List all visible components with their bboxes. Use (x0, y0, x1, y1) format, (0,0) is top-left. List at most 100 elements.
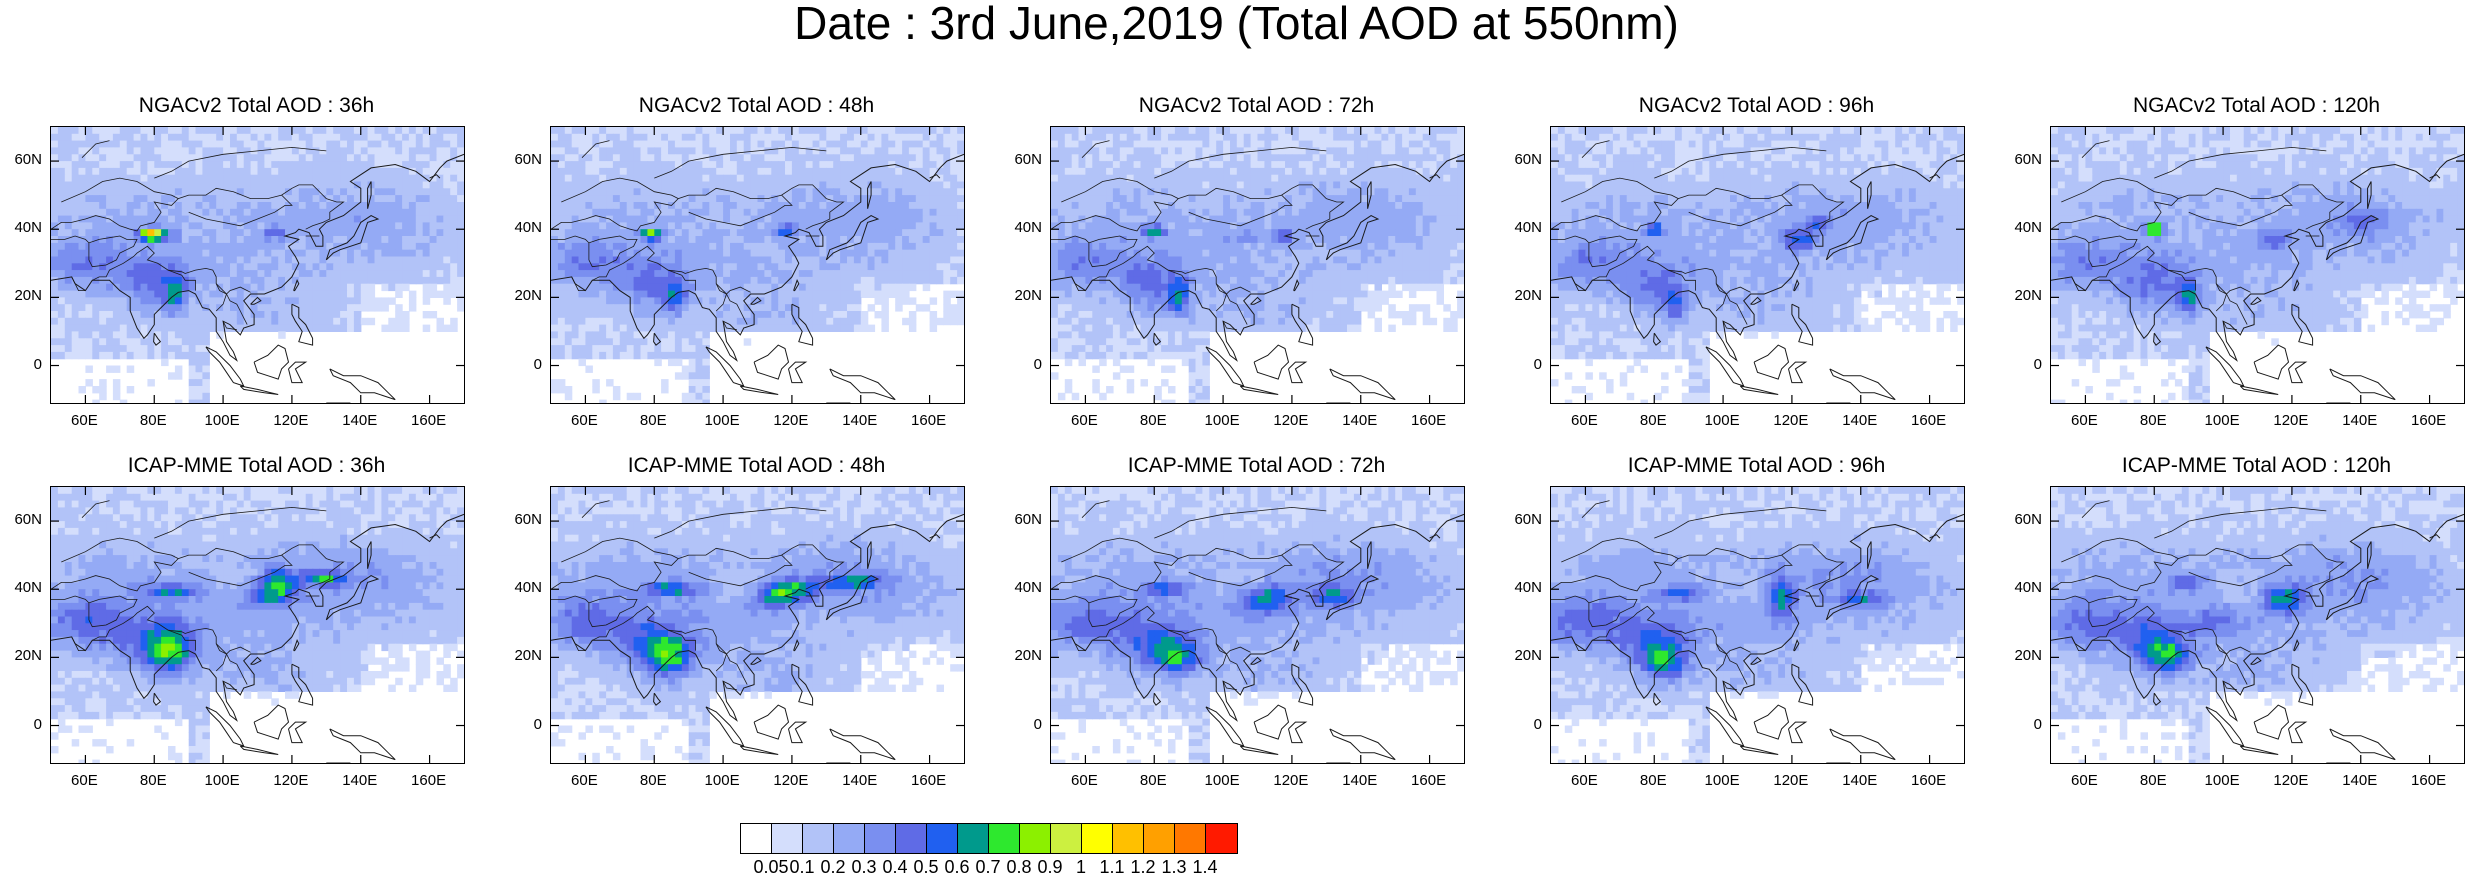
aod-cell (1216, 168, 1224, 175)
aod-cell (1141, 222, 1149, 229)
aod-cell (689, 229, 697, 236)
aod-cell (930, 318, 938, 325)
aod-cell (1437, 222, 1445, 229)
aod-cell (861, 263, 869, 270)
aod-cell (716, 202, 724, 209)
aod-cell (689, 216, 697, 223)
aod-cell (79, 257, 87, 264)
aod-cell (99, 147, 107, 154)
aod-cell (120, 352, 128, 359)
aod-cell (716, 168, 724, 175)
aod-cell (620, 236, 628, 243)
aod-cell (751, 168, 759, 175)
aod-cell (599, 352, 607, 359)
aod-cell (654, 345, 662, 352)
aod-cell (702, 175, 710, 182)
aod-cell (627, 263, 635, 270)
aod-cell (175, 236, 183, 243)
aod-cell (333, 141, 341, 148)
aod-cell (1113, 134, 1121, 141)
aod-cell (585, 366, 593, 373)
aod-cell (209, 291, 217, 298)
aod-cell (558, 141, 566, 148)
aod-cell (244, 147, 252, 154)
aod-cell (79, 318, 87, 325)
aod-cell (943, 222, 951, 229)
aod-cell (430, 188, 438, 195)
aod-cell (1120, 243, 1128, 250)
aod-cell (230, 229, 238, 236)
aod-cell (840, 236, 848, 243)
aod-cell (806, 270, 814, 277)
aod-cell (147, 141, 155, 148)
aod-cell (606, 222, 614, 229)
aod-cell (875, 236, 883, 243)
aod-cell (175, 263, 183, 270)
aod-cell (620, 318, 628, 325)
aod-cell (175, 325, 183, 332)
aod-cell (85, 222, 93, 229)
aod-cell (161, 291, 169, 298)
aod-cell (682, 338, 690, 345)
aod-cell (833, 284, 841, 291)
aod-cell (634, 168, 642, 175)
aod-cell (1368, 175, 1376, 182)
aod-cell (1368, 243, 1376, 250)
aod-cell (565, 127, 573, 134)
aod-cell (381, 229, 389, 236)
aod-cell (106, 325, 114, 332)
aod-cell (930, 134, 938, 141)
aod-cell (271, 229, 279, 236)
aod-cell (819, 168, 827, 175)
aod-cell (85, 318, 93, 325)
aod-cell (271, 202, 279, 209)
aod-cell (1430, 222, 1438, 229)
aod-cell (1202, 141, 1210, 148)
aod-cell (716, 209, 724, 216)
aod-cell (1134, 168, 1142, 175)
aod-cell (751, 161, 759, 168)
aod-cell (923, 147, 931, 154)
aod-cell (65, 352, 73, 359)
aod-cell (689, 168, 697, 175)
aod-cell (1443, 229, 1451, 236)
aod-cell (592, 127, 600, 134)
aod-cell (730, 250, 738, 257)
aod-cell (120, 161, 128, 168)
aod-cell (565, 345, 573, 352)
aod-cell (1264, 127, 1272, 134)
coastline (240, 386, 278, 395)
aod-cell (168, 216, 176, 223)
aod-cell (1230, 141, 1238, 148)
aod-cell (51, 182, 59, 189)
aod-cell (430, 229, 438, 236)
aod-cell (196, 257, 204, 264)
aod-cell (437, 236, 445, 243)
aod-cell (1381, 243, 1389, 250)
aod-cell (1251, 236, 1259, 243)
aod-cell (368, 243, 376, 250)
aod-cell (1251, 127, 1259, 134)
aod-cell (868, 127, 876, 134)
aod-cell (785, 263, 793, 270)
aod-cell (1285, 209, 1293, 216)
aod-cell (409, 304, 417, 311)
aod-cell (730, 182, 738, 189)
aod-cell (1368, 147, 1376, 154)
aod-cell (1292, 127, 1300, 134)
aod-cell (1072, 147, 1080, 154)
aod-cell (654, 250, 662, 257)
aod-cell (758, 127, 766, 134)
aod-cell (668, 154, 676, 161)
aod-cell (196, 161, 204, 168)
aod-cell (957, 236, 964, 243)
aod-cell (58, 243, 66, 250)
aod-cell (1443, 195, 1451, 202)
aod-cell (1264, 222, 1272, 229)
aod-cell (558, 229, 566, 236)
aod-cell (416, 147, 424, 154)
aod-cell (1244, 154, 1252, 161)
aod-cell (1237, 134, 1245, 141)
aod-cell (1430, 236, 1438, 243)
aod-cell (572, 243, 580, 250)
